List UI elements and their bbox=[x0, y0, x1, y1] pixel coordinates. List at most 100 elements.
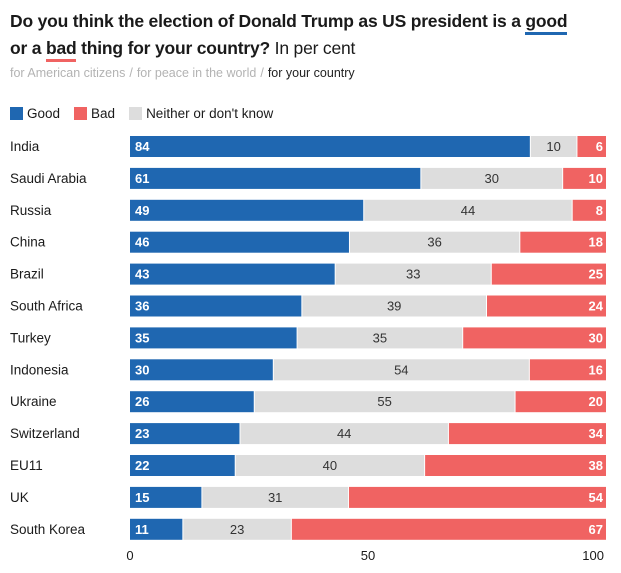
bar-neither bbox=[349, 231, 520, 253]
bar-neither bbox=[183, 518, 291, 540]
bar-good bbox=[130, 359, 273, 381]
bar-neither bbox=[240, 423, 448, 445]
category-label: Switzerland bbox=[10, 426, 80, 441]
bar-neither bbox=[235, 455, 425, 476]
bar-bad bbox=[563, 167, 606, 189]
data-label-bad: 10 bbox=[589, 171, 603, 186]
data-label-good: 15 bbox=[135, 490, 149, 505]
data-label-bad: 8 bbox=[596, 203, 603, 218]
data-label-good: 36 bbox=[135, 299, 149, 314]
legend-label-good: Good bbox=[27, 106, 61, 121]
title-keyword-good: good bbox=[525, 10, 568, 35]
question-tabs: for American citizens / for peace in the w… bbox=[10, 66, 355, 80]
data-label-neither: 30 bbox=[485, 171, 499, 186]
legend-label-bad: Bad bbox=[91, 106, 116, 121]
data-label-good: 23 bbox=[135, 426, 149, 441]
title-text-3: thing for your country? bbox=[76, 38, 271, 58]
legend-label-neither: Neither or don't know bbox=[146, 106, 274, 121]
data-label-bad: 67 bbox=[589, 522, 603, 537]
tab-peace-in-the-world[interactable]: for peace in the world bbox=[136, 66, 257, 80]
category-label: EU11 bbox=[10, 458, 43, 473]
bar-bad bbox=[529, 359, 606, 381]
data-label-good: 84 bbox=[135, 139, 150, 154]
category-label: Ukraine bbox=[10, 394, 57, 409]
data-label-neither: 55 bbox=[377, 394, 391, 409]
bar-good bbox=[130, 295, 302, 317]
bar-neither bbox=[302, 295, 486, 317]
bar-neither bbox=[335, 263, 491, 285]
bar-neither bbox=[364, 199, 572, 221]
category-label: Saudi Arabia bbox=[10, 171, 87, 186]
data-label-good: 22 bbox=[135, 458, 149, 473]
category-label: Brazil bbox=[10, 267, 44, 282]
chart-title: Do you think the election of Donald Trum… bbox=[10, 8, 610, 62]
data-label-bad: 54 bbox=[589, 490, 604, 505]
data-label-bad: 38 bbox=[589, 458, 603, 473]
bar-bad bbox=[487, 295, 606, 317]
data-label-bad: 25 bbox=[589, 267, 603, 282]
bar-good bbox=[130, 423, 240, 445]
category-label: India bbox=[10, 139, 40, 154]
data-label-bad: 18 bbox=[589, 235, 603, 250]
bar-neither bbox=[273, 359, 529, 381]
category-label: South Africa bbox=[10, 299, 83, 314]
bar-bad bbox=[491, 263, 606, 285]
data-label-neither: 23 bbox=[230, 522, 244, 537]
bar-neither bbox=[254, 391, 515, 413]
data-label-neither: 39 bbox=[387, 299, 401, 314]
data-label-neither: 36 bbox=[427, 235, 441, 250]
title-unit: In per cent bbox=[270, 38, 356, 58]
data-label-good: 49 bbox=[135, 203, 149, 218]
legend-swatch-bad bbox=[74, 107, 88, 120]
data-label-bad: 20 bbox=[589, 394, 603, 409]
bar-bad bbox=[463, 327, 606, 349]
category-label: UK bbox=[10, 490, 29, 505]
bar-bad bbox=[520, 231, 606, 253]
bar-good bbox=[130, 455, 235, 476]
bar-bad bbox=[572, 199, 606, 221]
legend-item-bad: Bad bbox=[74, 106, 115, 121]
legend-swatch-neither bbox=[129, 107, 143, 120]
tab-your-country[interactable]: for your country bbox=[267, 66, 355, 80]
data-label-neither: 33 bbox=[406, 267, 420, 282]
title-keyword-bad: bad bbox=[45, 37, 77, 62]
tab-american-citizens[interactable]: for American citizens bbox=[10, 66, 126, 80]
legend-swatch-good bbox=[10, 107, 23, 120]
tab-separator: / bbox=[129, 66, 133, 80]
data-label-neither: 54 bbox=[394, 362, 408, 377]
data-label-good: 43 bbox=[135, 267, 149, 282]
bar-bad bbox=[348, 486, 606, 508]
bar-good bbox=[130, 136, 530, 157]
bar-bad bbox=[577, 136, 606, 157]
data-label-good: 46 bbox=[135, 235, 149, 250]
data-label-neither: 35 bbox=[373, 330, 387, 345]
x-tick-label: 50 bbox=[361, 548, 375, 563]
data-label-bad: 30 bbox=[589, 330, 603, 345]
bar-neither bbox=[297, 327, 463, 349]
bar-good bbox=[130, 263, 335, 285]
bar-bad bbox=[425, 455, 606, 476]
bar-neither bbox=[530, 136, 577, 157]
data-label-good: 61 bbox=[135, 171, 149, 186]
title-text-2: or a bbox=[10, 38, 46, 58]
data-label-bad: 34 bbox=[589, 426, 604, 441]
data-label-good: 35 bbox=[135, 330, 149, 345]
data-label-good: 11 bbox=[135, 522, 149, 537]
title-text-1: Do you think the election of Donald Trum… bbox=[10, 11, 526, 31]
x-tick-label: 100 bbox=[582, 548, 604, 563]
bar-good bbox=[130, 391, 254, 413]
data-label-bad: 16 bbox=[589, 362, 603, 377]
bar-bad bbox=[448, 423, 606, 445]
data-label-neither: 10 bbox=[546, 139, 560, 154]
category-label: Indonesia bbox=[10, 362, 69, 377]
bar-neither bbox=[421, 167, 563, 189]
data-label-bad: 6 bbox=[596, 139, 603, 154]
tab-separator: / bbox=[260, 66, 264, 80]
data-label-bad: 24 bbox=[589, 299, 604, 314]
category-label: Russia bbox=[10, 203, 52, 218]
bar-bad bbox=[515, 391, 606, 413]
bar-good bbox=[130, 327, 297, 349]
x-tick-label: 0 bbox=[126, 548, 133, 563]
legend: Good Bad Neither or don't know bbox=[10, 106, 287, 121]
